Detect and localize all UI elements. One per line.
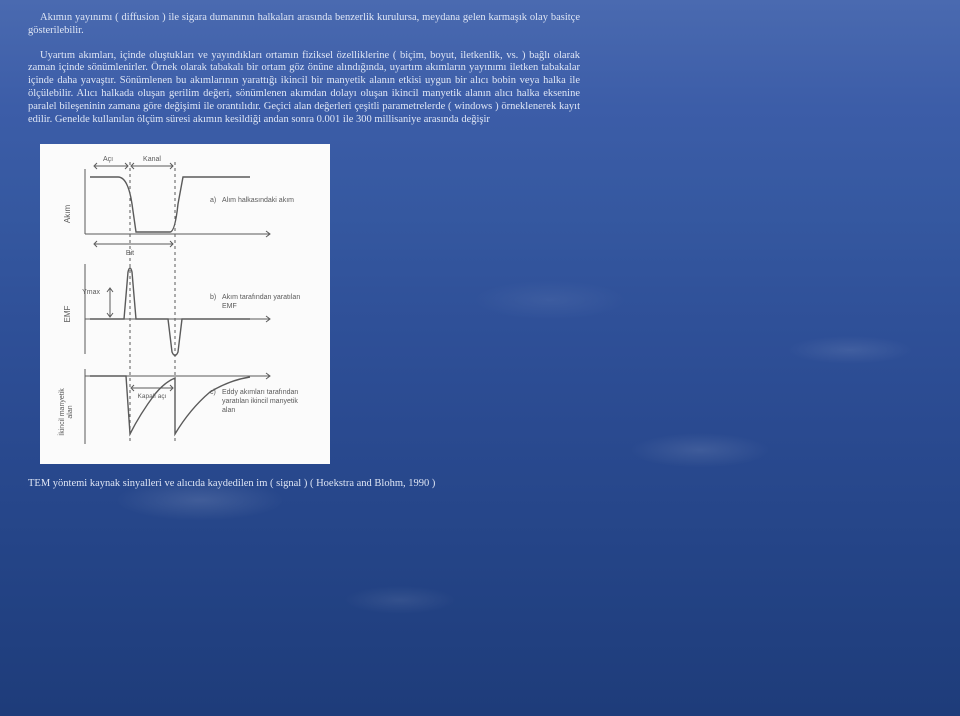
axis-label-ikincil: İkincil manyetik bbox=[57, 388, 66, 436]
svg-text:Eddy akımları tarafından: Eddy akımları tarafından bbox=[222, 389, 298, 396]
svg-text:Akım tarafından yaratılan: Akım tarafından yaratılan bbox=[222, 294, 300, 301]
panel-c-label: c) bbox=[210, 389, 216, 396]
text-block: Akımın yayınımı ( diffusion ) ile sigara… bbox=[0, 0, 620, 126]
paragraph-1: Akımın yayınımı ( diffusion ) ile sigara… bbox=[28, 12, 580, 38]
label-ymax: Ymax bbox=[82, 289, 100, 296]
label-kanal: Kanal bbox=[143, 156, 161, 163]
axis-label-akim: Akım bbox=[63, 205, 72, 224]
label-aci: Açı bbox=[103, 156, 113, 163]
label-kapali: Kapalı açı bbox=[138, 393, 167, 400]
svg-text:yaratılan ikincil manyetik: yaratılan ikincil manyetik bbox=[222, 398, 298, 405]
panel-b-label: b) bbox=[210, 294, 216, 301]
paragraph-2: Uyartım akımları, içinde oluştukları ve … bbox=[28, 50, 580, 127]
svg-text:alan: alan bbox=[222, 407, 235, 414]
tem-signal-figure: Akım EMF İkincil manyetik alan Açı Kanal… bbox=[40, 144, 330, 464]
svg-text:Alım halkasındaki akım: Alım halkasındaki akım bbox=[222, 197, 294, 204]
axis-label-emf: EMF bbox=[63, 306, 72, 323]
label-bit: Bit bbox=[126, 250, 134, 257]
panel-a-label: a) bbox=[210, 197, 216, 204]
figure-container: Akım EMF İkincil manyetik alan Açı Kanal… bbox=[40, 144, 960, 464]
svg-text:EMF: EMF bbox=[222, 303, 237, 310]
svg-text:alan: alan bbox=[67, 406, 74, 419]
figure-caption: TEM yöntemi kaynak sinyalleri ve alıcıda… bbox=[28, 478, 588, 491]
